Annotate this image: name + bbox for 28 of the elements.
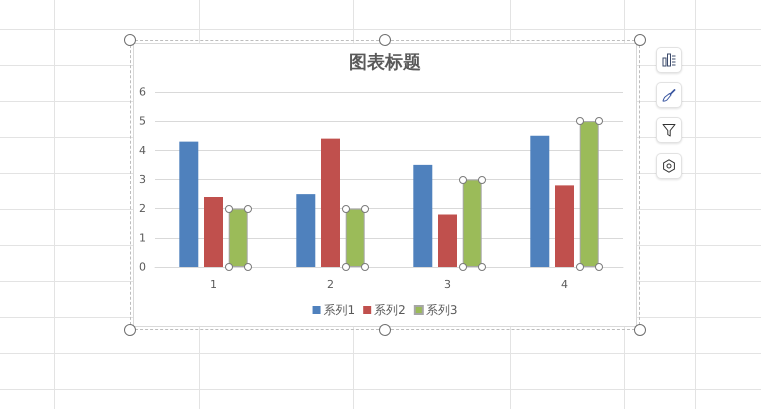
y-tick-label: 3 (139, 173, 146, 186)
chart-area: 0 1 2 3 4 5 6 1 2 3 4 系列1 系列2 系列3 图表标题 (133, 43, 637, 327)
legend-label: 系列3 (426, 303, 458, 317)
x-tick-label: 4 (561, 278, 568, 291)
legend-label: 系列2 (374, 303, 406, 317)
bar (413, 164, 432, 267)
y-tick-label: 1 (139, 231, 146, 244)
y-tick-label: 0 (139, 260, 146, 274)
y-tick-label: 4 (139, 144, 146, 157)
x-tick-label: 2 (327, 278, 334, 291)
bar (580, 121, 599, 267)
bar (228, 208, 248, 267)
bar (555, 185, 574, 267)
y-tick-label: 6 (139, 86, 146, 98)
y-tick-label: 2 (139, 202, 146, 216)
bar (530, 136, 550, 267)
bar (321, 138, 340, 267)
chart-title: 图表标题 (349, 52, 421, 72)
y-tick-label: 5 (139, 114, 146, 128)
legend-label: 系列1 (324, 303, 356, 317)
bar (179, 142, 198, 267)
bar (438, 214, 457, 267)
x-tick-label: 1 (210, 278, 217, 291)
bar (296, 194, 316, 267)
bar (462, 180, 482, 267)
bar (346, 208, 365, 267)
x-tick-label: 3 (444, 278, 451, 291)
bar (204, 197, 223, 267)
